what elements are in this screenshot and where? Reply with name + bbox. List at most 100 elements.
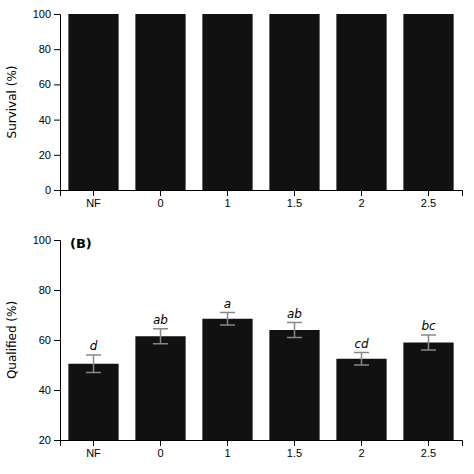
error-bar-line xyxy=(220,324,235,326)
tick-label: 2.5 xyxy=(421,447,436,459)
tick-label: NF xyxy=(86,197,101,209)
y-axis: 20 40 60 80 100 xyxy=(33,234,61,446)
error-bar-line xyxy=(93,355,95,373)
tick-label: 1.5 xyxy=(287,447,302,459)
tick-label: NF xyxy=(86,447,101,459)
tick: 0 xyxy=(45,184,60,196)
axis-title: Survival (%) xyxy=(5,66,19,139)
tick-label: 80 xyxy=(39,284,51,296)
error-bar-line xyxy=(86,354,101,356)
tick: 2.5 xyxy=(421,190,436,209)
tick: 2 xyxy=(358,190,364,209)
tick-mark xyxy=(54,390,60,391)
tick-mark xyxy=(54,14,60,15)
error-bar-line xyxy=(160,329,162,344)
tick-mark xyxy=(160,190,161,196)
bar xyxy=(269,14,319,190)
annotation: cd xyxy=(354,337,369,351)
tick-label: 20 xyxy=(39,434,51,446)
annotation: d xyxy=(90,339,98,353)
tick-mark xyxy=(54,49,60,50)
tick: 80 xyxy=(39,43,60,55)
plot-area xyxy=(68,313,453,441)
axis-title: Qualified (%) xyxy=(5,301,19,379)
tick-mark xyxy=(54,440,60,441)
bar xyxy=(269,330,319,440)
tick-label: 0 xyxy=(157,447,163,459)
tick: NF xyxy=(86,440,101,459)
error-bar xyxy=(421,335,436,350)
bar xyxy=(202,14,252,190)
error-bar xyxy=(287,323,302,338)
tick: 1 xyxy=(224,190,230,209)
annotation: a xyxy=(224,297,231,311)
tick-mark xyxy=(428,440,429,446)
bar xyxy=(202,319,252,440)
tick-mark xyxy=(361,440,362,446)
y-axis: 0 20 40 60 80 100 xyxy=(33,8,61,196)
tick: 2 xyxy=(358,440,364,459)
axis-line xyxy=(61,441,463,447)
error-bar-line xyxy=(287,322,302,324)
tick: 20 xyxy=(39,434,60,446)
tick: 60 xyxy=(39,78,60,90)
tick-mark xyxy=(54,155,60,156)
bar xyxy=(135,14,185,190)
error-bar xyxy=(354,353,369,366)
tick-label: 0 xyxy=(157,197,163,209)
error-bar-line xyxy=(220,312,235,314)
tick-mark xyxy=(160,440,161,446)
tick-label: 40 xyxy=(39,114,51,126)
tick: 80 xyxy=(39,284,60,296)
error-bar-line xyxy=(354,364,369,366)
error-bar-line xyxy=(153,343,168,345)
tick-label: 2 xyxy=(358,447,364,459)
tick-mark xyxy=(54,84,60,85)
tick-mark xyxy=(227,190,228,196)
error-bar xyxy=(153,329,168,344)
tick-mark xyxy=(54,340,60,341)
tick-label: 1.5 xyxy=(287,197,302,209)
tick-label: 60 xyxy=(39,78,51,90)
tick: 100 xyxy=(33,234,60,246)
annotation: ab xyxy=(153,313,168,327)
tick: 40 xyxy=(39,384,60,396)
bar xyxy=(68,14,118,190)
tick-label: 100 xyxy=(33,8,51,20)
tick-label: 2.5 xyxy=(421,197,436,209)
chart: NF011.522.5020406080100Survival (%)dabaa… xyxy=(0,0,474,474)
tick-mark xyxy=(294,190,295,196)
bar xyxy=(403,14,453,190)
tick-label: 2 xyxy=(358,197,364,209)
bar xyxy=(68,364,118,440)
bar xyxy=(336,14,386,190)
error-bar xyxy=(220,313,235,326)
annotation: bc xyxy=(421,319,436,333)
tick-label: 20 xyxy=(39,149,51,161)
tick-mark xyxy=(54,240,60,241)
panel: dabaabcdbcNF011.522.520406080100Qualifie… xyxy=(5,234,463,474)
panel-label: (B) xyxy=(70,236,92,251)
tick-mark xyxy=(54,120,60,121)
tick-mark xyxy=(93,440,94,446)
tick: 1 xyxy=(224,440,230,459)
panel: NF 0 1 1.5 2 2.5 0 20 40 60 80 100 Survival (%) xyxy=(5,8,463,209)
tick-label: 60 xyxy=(39,334,51,346)
tick: 100 xyxy=(33,8,60,20)
tick: 2.5 xyxy=(421,440,436,459)
x-axis: NF 0 1 1.5 2 2.5 xyxy=(61,440,463,459)
error-bar-line xyxy=(287,337,302,339)
error-bar-line xyxy=(361,353,363,366)
tick-label: 1 xyxy=(224,197,230,209)
tick: 40 xyxy=(39,114,60,126)
tick: 20 xyxy=(39,149,60,161)
tick-label: 100 xyxy=(33,234,51,246)
tick-label: 0 xyxy=(45,184,51,196)
tick-mark xyxy=(361,190,362,196)
tick: NF xyxy=(86,190,101,209)
x-axis: NF 0 1 1.5 2 2.5 xyxy=(61,190,463,209)
bar xyxy=(336,359,386,440)
tick-label: 80 xyxy=(39,43,51,55)
error-bar-line xyxy=(153,328,168,330)
tick-label: 1 xyxy=(224,447,230,459)
